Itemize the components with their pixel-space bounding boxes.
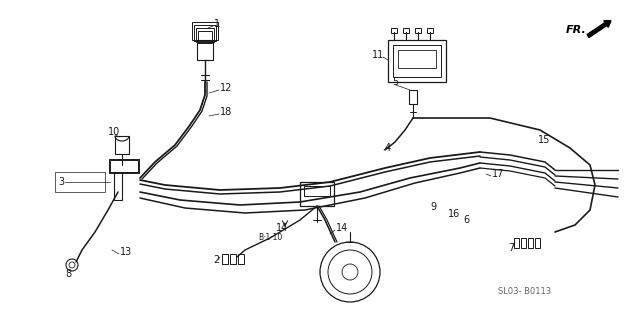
Text: 4: 4 [385,143,391,153]
Bar [427,28,433,33]
Bar [115,136,129,154]
Text: 14: 14 [336,223,348,233]
FancyArrow shape [587,21,611,37]
Text: 8: 8 [65,269,71,279]
Bar [109,159,139,173]
Text: 3: 3 [58,177,64,187]
Bar [528,238,533,248]
Text: FR.: FR. [566,25,587,35]
Bar [222,254,228,264]
Text: 18: 18 [220,107,232,117]
Text: 6: 6 [463,215,469,225]
Bar [398,50,436,68]
Text: 7: 7 [508,243,515,253]
Bar [300,182,334,206]
Bar [114,172,122,200]
Bar [55,172,105,192]
Bar [196,28,214,42]
Bar [409,90,417,104]
Text: 16: 16 [448,209,460,219]
Text: 2: 2 [213,255,220,265]
Bar [514,238,519,248]
Text: 17: 17 [492,169,504,179]
Text: 1: 1 [214,19,220,29]
Bar [388,40,446,82]
Bar [403,28,409,33]
Text: 9: 9 [430,202,436,212]
Bar [521,238,526,248]
Bar [230,254,236,264]
Bar [194,25,216,41]
Text: 11: 11 [372,50,384,60]
Text: 10: 10 [108,127,120,137]
Text: SL03- B0113: SL03- B0113 [498,286,551,295]
Text: 15: 15 [538,135,550,145]
Bar [198,31,212,43]
Bar [391,28,397,33]
Text: 5: 5 [392,77,398,87]
Bar [415,28,421,33]
Bar [110,160,138,172]
Bar [393,45,441,77]
Text: B·1·10: B·1·10 [258,234,282,242]
Text: 14: 14 [276,223,288,233]
Bar [238,254,244,264]
Bar [197,40,213,60]
Bar [535,238,540,248]
Text: 13: 13 [120,247,132,257]
Text: 12: 12 [220,83,232,93]
Bar [304,186,330,196]
Bar [192,22,218,40]
